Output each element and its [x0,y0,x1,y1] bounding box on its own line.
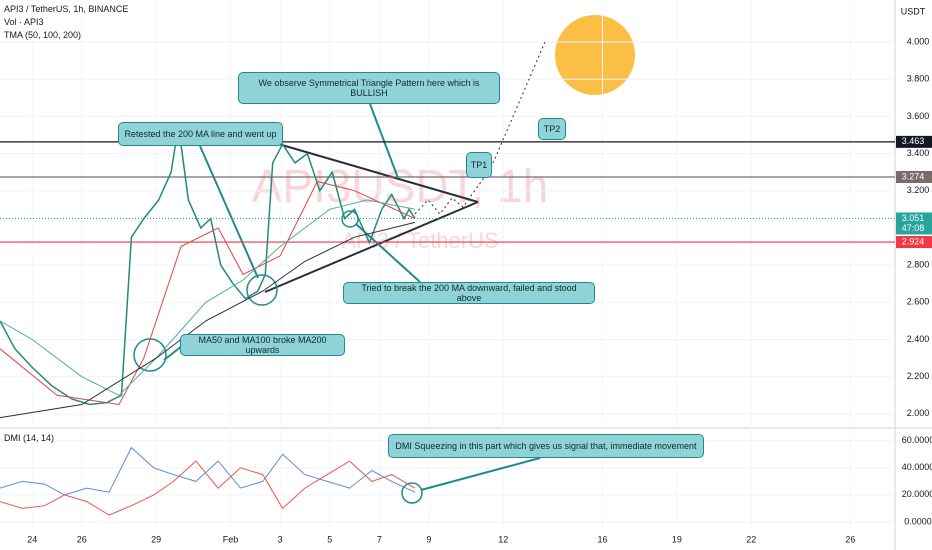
marker-circle [401,482,423,504]
price-label-bg [896,236,932,249]
y-tick-label: 2.800 [907,259,930,269]
y-tick-label: 2.400 [907,334,930,344]
series-line [0,446,416,496]
y-tick-label: 60.0000 [902,435,932,445]
pointers [163,103,541,491]
countdown: 47:08 [902,223,925,233]
x-tick-label: 7 [377,534,382,544]
y-tick-label: 0.0000 [904,516,932,526]
triangle-upper [274,142,479,203]
x-tick-label: 26 [845,534,855,544]
y-tick-label: 2.000 [907,408,930,418]
annotation: TP2 [538,118,566,140]
x-tick-label: Feb [223,534,239,544]
currency: USDT [901,6,926,16]
annotation: Tried to break the 200 MA downward, fail… [343,282,595,304]
y-tick-label: 3.800 [907,74,930,84]
x-tick-label: 3 [278,534,283,544]
price-label-bg [896,170,932,183]
y-tick-label: 40.0000 [902,462,932,472]
y-tick-label: 3.400 [907,148,930,158]
sun [555,15,635,95]
watermark: API3USDT, 1h [252,160,549,212]
ma-label: TMA (50, 100, 200) [4,30,82,40]
annotation: TP1 [466,152,492,178]
y-tick-label: 2.200 [907,371,930,381]
x-tick-label: 5 [327,534,332,544]
price-label: 3.463 [902,136,925,146]
y-tick-label: 3.600 [907,111,930,121]
annotation: We observe Symmetrical Triangle Pattern … [238,72,500,104]
x-tick-label: 29 [151,534,161,544]
volume-label: Vol · API3 [4,17,44,27]
y-tick-label: 20.0000 [902,489,932,499]
triangle-lower [264,201,479,293]
annotation: MA50 and MA100 broke MA200 upwards [180,334,345,356]
x-tick-label: 16 [597,534,607,544]
marker-circle [133,338,167,372]
price-label: 3.051 [902,213,925,223]
series-line [0,180,416,406]
marker-circle [246,274,278,306]
x-tick-label: 12 [498,534,508,544]
x-tick-label: 26 [77,534,87,544]
series-line [0,460,416,516]
x-tick-label: 24 [27,534,37,544]
price-label: 3.274 [902,171,925,181]
dmi-label: DMI (14, 14) [4,433,55,443]
x-tick-label: 19 [672,534,682,544]
series-line [0,221,416,419]
price-label-bg [896,212,932,235]
series-line [0,199,416,396]
price-label: 2.924 [902,236,925,246]
price-label-bg [896,135,932,148]
annotation: Retested the 200 MA line and went up [118,122,283,146]
y-tick-label: 2.600 [907,297,930,307]
series-line [0,125,416,406]
x-tick-label: 9 [426,534,431,544]
x-tick-label: 22 [746,534,756,544]
y-tick-label: 3.200 [907,185,930,195]
annotation: DMI Squeezing in this part which gives u… [388,434,704,458]
symbol: API3 / TetherUS, 1h, BINANCE [4,4,129,14]
y-tick-label: 4.000 [907,36,930,46]
